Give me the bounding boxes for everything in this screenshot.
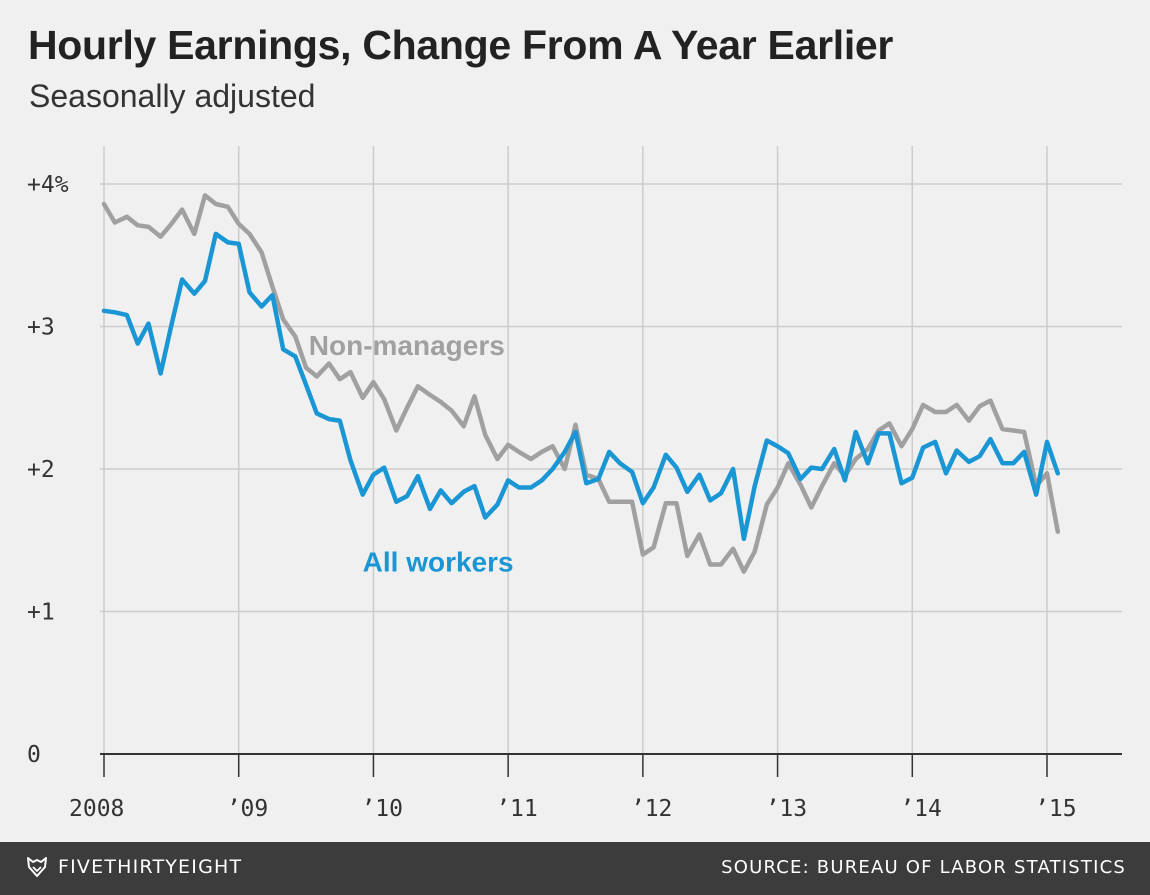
line-chart: 0 +1 +2 +3 +4% 2008 ’09 ’10 ’11 ’12 ’13 ’14 ’15 Non-… xyxy=(27,146,1122,822)
x-tick-label: ’13 xyxy=(766,796,808,822)
brand-name: FIVETHIRTYEIGHT xyxy=(58,856,243,878)
series-label-non-managers: Non-managers xyxy=(309,330,505,361)
y-tick-label: +4% xyxy=(27,172,69,198)
source-note: SOURCE: BUREAU OF LABOR STATISTICS xyxy=(721,857,1126,878)
footer-bar: FIVETHIRTYEIGHT SOURCE: BUREAU OF LABOR … xyxy=(0,842,1150,895)
chart-subtitle: Seasonally adjusted xyxy=(29,78,316,114)
y-tick-label: 0 xyxy=(27,742,41,768)
y-tick-label: +3 xyxy=(27,315,55,341)
y-tick-label: +1 xyxy=(27,600,55,626)
brand: FIVETHIRTYEIGHT xyxy=(26,856,242,878)
chart-series-labels: Non-managers All workers xyxy=(309,330,514,578)
fox-logo-icon xyxy=(27,857,47,877)
chart-series xyxy=(101,193,1061,574)
x-tick-label: ’09 xyxy=(227,796,269,822)
x-tick-label: ’11 xyxy=(496,796,538,822)
x-tick-label: ’14 xyxy=(900,796,942,822)
chart-axes: 0 +1 +2 +3 +4% 2008 ’09 ’10 ’11 ’12 ’13 ’14 ’15 xyxy=(27,172,1122,822)
x-tick-label: 2008 xyxy=(69,796,124,822)
series-line-all-workers xyxy=(101,231,1061,542)
x-tick-label: ’12 xyxy=(631,796,673,822)
x-tick-label: ’10 xyxy=(361,796,403,822)
chart-title: Hourly Earnings, Change From A Year Earl… xyxy=(28,22,894,68)
x-tick-label: ’15 xyxy=(1035,796,1077,822)
series-label-all-workers: All workers xyxy=(363,547,514,578)
series-line-non-managers xyxy=(101,193,1061,574)
y-tick-label: +2 xyxy=(27,457,55,483)
